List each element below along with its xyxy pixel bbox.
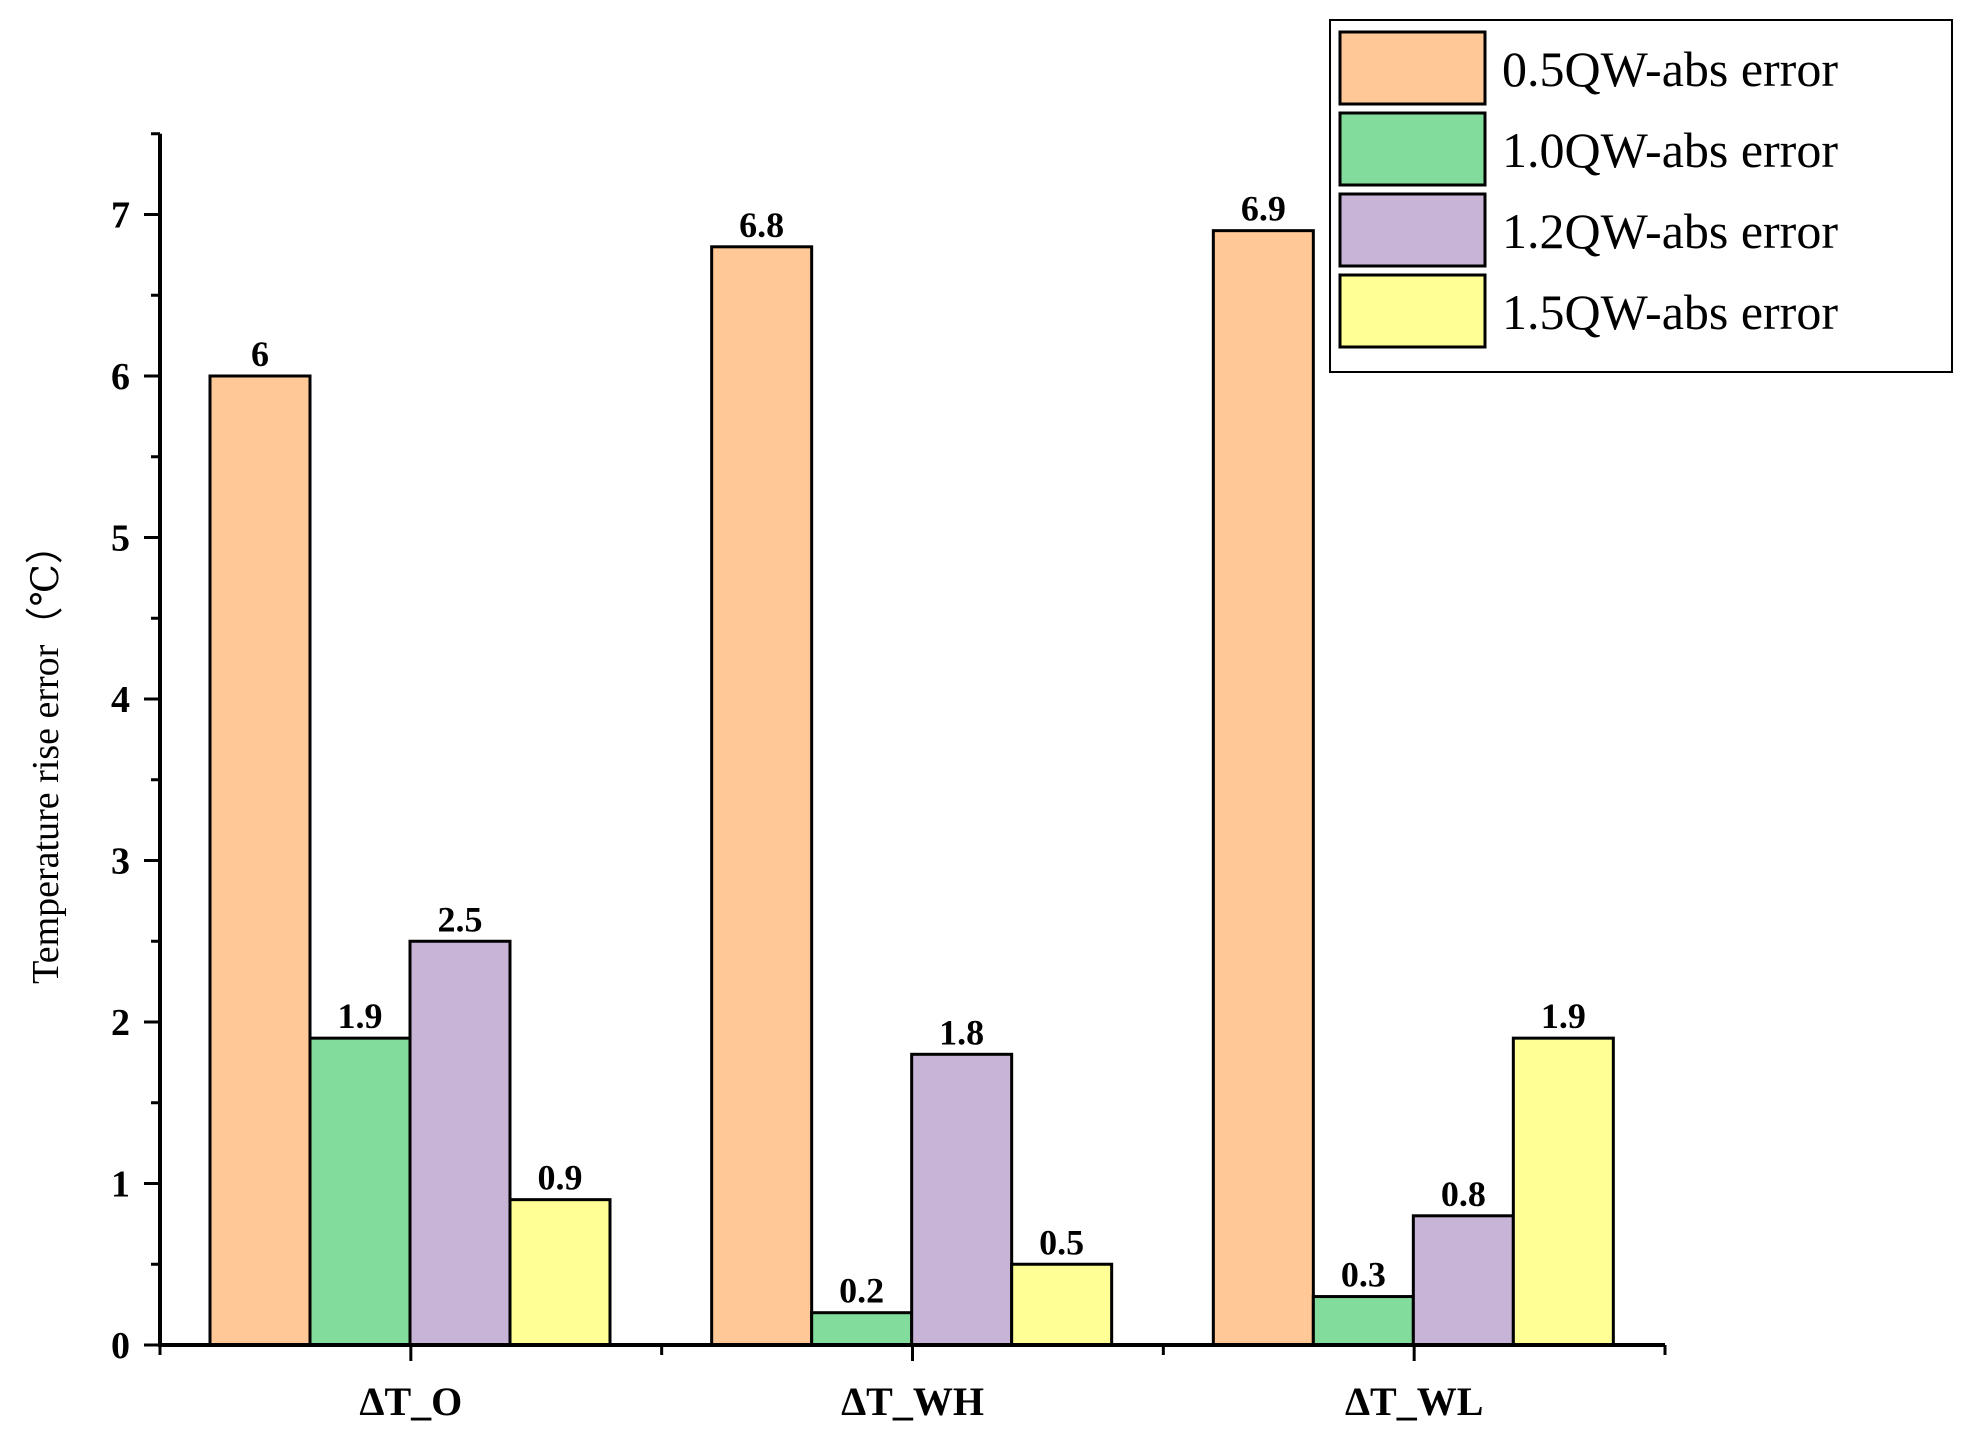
data-label: 2.5 (438, 899, 483, 939)
bar-4-1 (508, 1198, 612, 1347)
data-labels-group: 6 1.9 2.5 0.9 6.8 0.2 1.8 0.5 6.9 0.3 0.8 1.9 (251, 189, 1586, 1311)
y-tick-label: 0 (111, 1325, 130, 1367)
bar-2-1 (308, 1036, 412, 1347)
data-label: 6 (251, 334, 269, 374)
y-tick-label: 2 (111, 1002, 130, 1044)
legend-label: 0.5QW-abs error (1502, 41, 1838, 97)
y-tick-label: 7 (111, 195, 130, 237)
axes-group: 0 1 2 3 4 5 6 7 ΔT_O ΔT_WH ΔT_WL (111, 132, 1667, 1424)
bar-2-3 (1311, 1295, 1415, 1347)
y-tick-label: 3 (111, 841, 130, 883)
y-tick-label: 6 (111, 356, 130, 398)
legend-label: 1.2QW-abs error (1502, 203, 1838, 259)
bar-4-3 (1511, 1036, 1615, 1347)
y-tick-label: 1 (111, 1164, 130, 1206)
y-tick-label: 5 (111, 518, 130, 560)
bar-3-1 (408, 939, 512, 1347)
data-label: 0.9 (538, 1158, 583, 1198)
bar-1-3 (1211, 229, 1315, 1347)
data-label: 6.8 (739, 205, 784, 245)
x-tick-label: ΔT_O (359, 1379, 462, 1424)
bar-4-2 (1010, 1262, 1114, 1347)
data-label: 1.8 (939, 1012, 984, 1052)
data-label: 0.5 (1039, 1222, 1084, 1262)
x-tick-label: ΔT_WL (1345, 1379, 1483, 1424)
bar-3-2 (910, 1052, 1014, 1347)
x-tick-label: ΔT_WH (841, 1379, 984, 1424)
data-label: 0.3 (1341, 1255, 1386, 1295)
data-label: 0.2 (839, 1271, 884, 1311)
data-label: 1.9 (1541, 996, 1586, 1036)
data-label: 6.9 (1241, 189, 1286, 229)
data-label: 1.9 (338, 996, 383, 1036)
legend-swatch (1338, 30, 1487, 106)
bar-2-2 (810, 1311, 914, 1347)
bar-1-1 (208, 374, 312, 1347)
bars-group (208, 229, 1615, 1347)
y-tick-label: 4 (111, 679, 130, 721)
legend-label: 1.5QW-abs error (1502, 284, 1838, 340)
bar-1-2 (710, 245, 814, 1347)
bar-3-3 (1411, 1214, 1515, 1347)
legend-swatch (1338, 192, 1487, 268)
data-label: 0.8 (1441, 1174, 1486, 1214)
legend-swatch (1338, 273, 1487, 349)
legend: 0.5QW-abs error 1.0QW-abs error 1.2QW-abs … (1329, 19, 1953, 373)
legend-label: 1.0QW-abs error (1502, 122, 1838, 178)
legend-swatch (1338, 111, 1487, 187)
y-axis-title: Temperature rise error（℃） (25, 526, 67, 984)
